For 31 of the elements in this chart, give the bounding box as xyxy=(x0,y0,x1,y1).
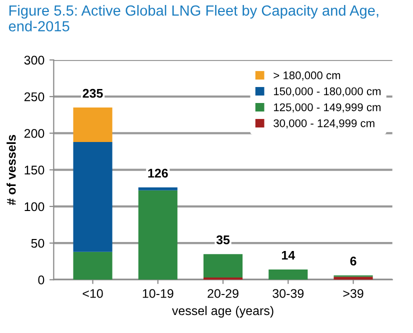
x-tick-label: <10 xyxy=(82,289,103,298)
y-tick-label: 100 xyxy=(24,202,44,212)
total-label: 14 xyxy=(282,250,296,260)
total-label: 126 xyxy=(148,168,168,178)
bar xyxy=(73,252,112,280)
chart-title: Figure 5.5: Active Global LNG Fleet by Capacity and Age, end-2015 xyxy=(8,4,378,32)
total-label: 235 xyxy=(82,88,103,98)
x-tick-label: >39 xyxy=(343,289,364,298)
y-tick-label: 250 xyxy=(24,92,44,102)
y-axis-title: # of vessels xyxy=(6,134,16,206)
bar xyxy=(138,190,178,280)
bar xyxy=(138,187,178,190)
bar xyxy=(268,269,308,280)
legend-label: > 180,000 cm xyxy=(274,71,340,81)
legend-label: 30,000 - 124,999 cm xyxy=(274,119,374,128)
x-tick-label: 10-19 xyxy=(142,289,174,298)
x-tick-label: 20-29 xyxy=(208,289,238,298)
y-tick-label: 0 xyxy=(38,276,44,284)
x-axis-title: vessel age (years) xyxy=(172,306,274,318)
total-label: 6 xyxy=(350,256,356,266)
y-tick-label: 50 xyxy=(31,238,44,248)
total-label: 35 xyxy=(216,235,230,244)
y-tick-label: 200 xyxy=(24,129,44,138)
y-tick-label: 150 xyxy=(24,166,44,174)
legend-label: 150,000 - 180,000 cm xyxy=(274,87,381,97)
bar xyxy=(73,108,112,142)
bar xyxy=(73,142,112,252)
x-tick-label: 30-39 xyxy=(272,289,304,298)
legend-label: 125,000 - 149,999 cm xyxy=(274,103,381,113)
bar xyxy=(203,254,243,278)
y-tick-label: 300 xyxy=(24,56,44,65)
